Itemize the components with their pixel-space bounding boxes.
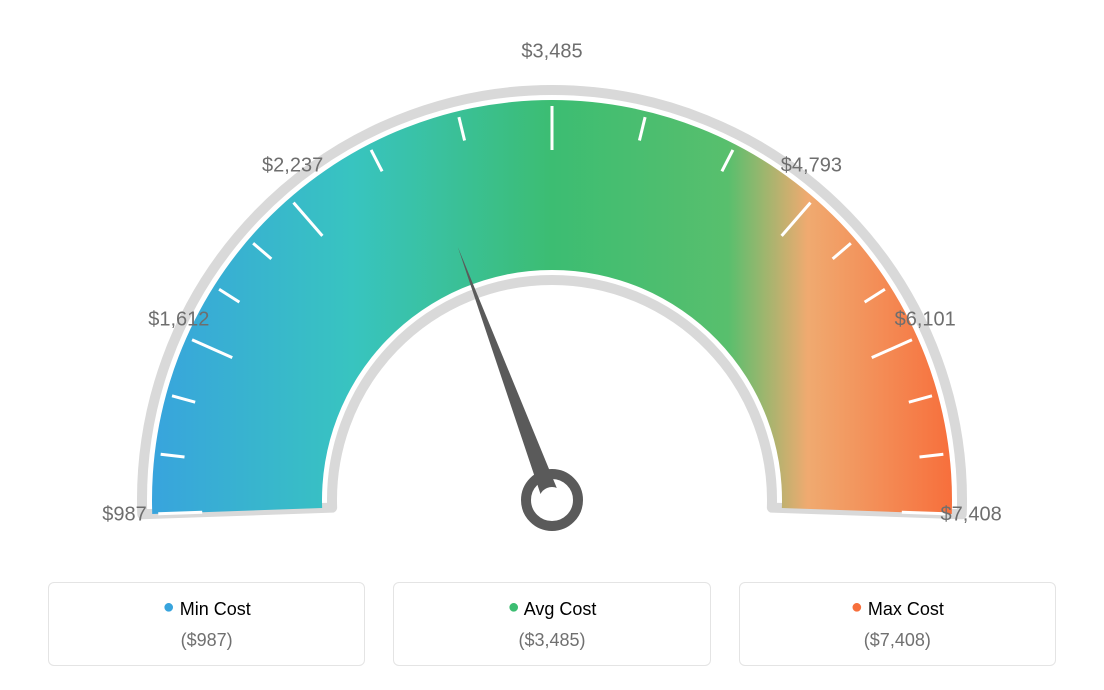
svg-text:$6,101: $6,101: [895, 309, 956, 331]
dot-icon: ●: [851, 596, 863, 618]
dot-icon: ●: [163, 596, 175, 618]
legend-value-min: ($987): [61, 630, 352, 651]
svg-text:$3,485: $3,485: [521, 40, 582, 62]
legend-label-text: Max Cost: [868, 599, 944, 619]
legend-label-avg: ● Avg Cost: [406, 599, 697, 620]
gauge-chart: $987 $1,612 $2,237 $3,485 $4,793 $6,101 $7,408: [0, 0, 1104, 560]
gauge-svg: $987 $1,612 $2,237 $3,485 $4,793 $6,101 $7,408: [0, 0, 1104, 560]
legend-label-min: ● Min Cost: [61, 599, 352, 620]
svg-text:$2,237: $2,237: [262, 155, 323, 177]
svg-text:$987: $987: [102, 504, 147, 526]
dot-icon: ●: [508, 596, 520, 618]
legend-card-max: ● Max Cost ($7,408): [739, 582, 1056, 666]
legend-label-text: Avg Cost: [524, 599, 597, 619]
svg-text:$4,793: $4,793: [781, 155, 842, 177]
legend-label-text: Min Cost: [180, 599, 251, 619]
legend-value-avg: ($3,485): [406, 630, 697, 651]
legend-card-min: ● Min Cost ($987): [48, 582, 365, 666]
svg-text:$1,612: $1,612: [148, 309, 209, 331]
legend-label-max: ● Max Cost: [752, 599, 1043, 620]
svg-text:$7,408: $7,408: [941, 504, 1002, 526]
legend-card-avg: ● Avg Cost ($3,485): [393, 582, 710, 666]
legend-value-max: ($7,408): [752, 630, 1043, 651]
legend-row: ● Min Cost ($987) ● Avg Cost ($3,485) ● …: [48, 582, 1056, 666]
